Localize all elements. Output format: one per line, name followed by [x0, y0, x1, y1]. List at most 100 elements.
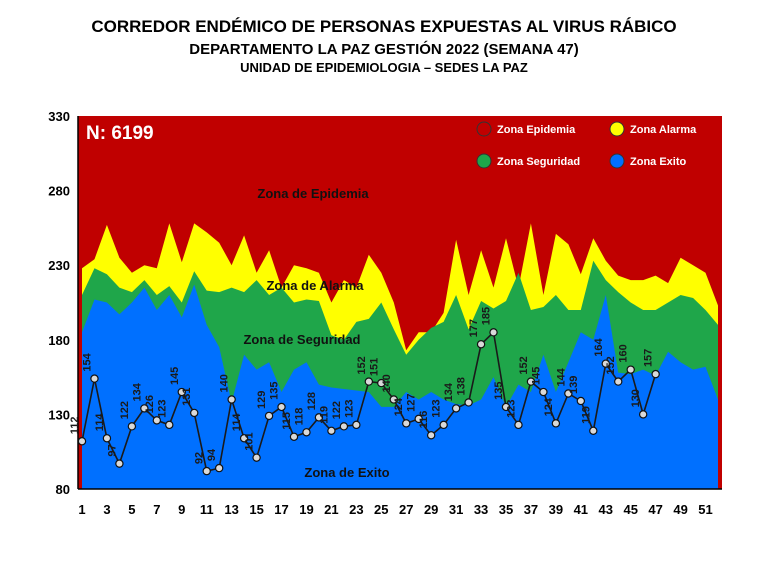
data-label: 140 [219, 374, 231, 392]
data-label: 154 [81, 352, 93, 371]
legend-item: Zona Seguridad [476, 153, 580, 169]
y-tick-label: 280 [48, 184, 70, 199]
data-label: 118 [294, 408, 306, 426]
legend-label: Zona Epidemia [497, 124, 576, 136]
zona-exito-label: Zona de Exito [304, 465, 389, 480]
observed-point [302, 428, 311, 437]
data-label: 164 [593, 337, 605, 356]
data-label: 94 [206, 448, 218, 461]
data-label: 177 [468, 319, 480, 337]
chart-title: CORREDOR ENDÉMICO DE PERSONAS EXPUESTAS … [91, 17, 676, 36]
observed-point [402, 419, 411, 428]
legend-item: Zona Exito [609, 153, 687, 169]
data-label: 152 [518, 356, 530, 374]
observed-point [264, 411, 274, 421]
legend-item: Zona Epidemia [476, 121, 576, 137]
x-tick-label: 23 [349, 502, 363, 517]
legend-marker [609, 153, 625, 169]
y-tick-label: 180 [48, 333, 70, 348]
x-tick-label: 51 [698, 502, 712, 517]
data-label: 116 [418, 411, 430, 429]
data-label: 152 [605, 356, 617, 374]
x-tick-label: 43 [599, 502, 613, 517]
observed-point [539, 387, 548, 397]
observed-point [501, 402, 511, 412]
x-tick-label: 5 [128, 502, 135, 517]
legend-marker [609, 121, 625, 137]
observed-point [426, 431, 436, 440]
observed-point [439, 420, 448, 430]
x-tick-label: 3 [103, 502, 110, 517]
legend-marker [476, 121, 492, 137]
x-tick-label: 33 [474, 502, 488, 517]
observed-point [190, 408, 199, 418]
observed-point [177, 387, 186, 397]
x-tick-label: 27 [399, 502, 413, 517]
observed-point [651, 369, 660, 379]
observed-point [140, 404, 149, 413]
chart-subtitle: DEPARTAMENTO LA PAZ GESTIÓN 2022 (SEMANA… [189, 40, 579, 58]
x-tick-label: 49 [673, 502, 687, 517]
data-label: 119 [580, 406, 592, 424]
data-label: 92 [194, 452, 206, 464]
data-label: 139 [568, 376, 580, 394]
data-label: 114 [94, 413, 106, 432]
data-label: 134 [131, 382, 143, 401]
observed-point [451, 404, 461, 413]
data-label: 123 [506, 399, 518, 417]
x-tick-label: 45 [623, 502, 637, 517]
data-label: 157 [643, 349, 655, 367]
legend-marker [476, 153, 492, 169]
observed-point [152, 416, 162, 425]
x-tick-label: 25 [374, 502, 388, 517]
observed-point [377, 378, 386, 388]
n-total-label: N: 6199 [86, 123, 154, 144]
data-label: 115 [281, 412, 293, 430]
x-tick-label: 7 [153, 502, 160, 517]
data-label: 140 [381, 374, 393, 392]
data-label: 128 [306, 392, 318, 410]
observed-point [289, 432, 299, 441]
zona-seguridad-label: Zona de Seguridad [243, 332, 360, 347]
data-label: 134 [443, 382, 455, 401]
zone-labels: Zona de Epidemia Zona de Alarma Zona de … [243, 186, 389, 480]
zona-alarma-label: Zona de Alarma [266, 278, 364, 293]
observed-point [202, 466, 211, 476]
x-tick-label: 17 [274, 502, 288, 517]
observed-point [90, 374, 99, 383]
data-label: 152 [356, 356, 368, 374]
data-label: 124 [393, 397, 405, 416]
data-label: 123 [343, 399, 355, 417]
x-tick-label: 19 [299, 502, 313, 517]
x-tick-label: 13 [224, 502, 238, 517]
x-tick-label: 31 [449, 502, 463, 517]
data-label: 127 [406, 394, 418, 412]
x-tick-label: 1 [78, 502, 85, 517]
x-tick-label: 21 [324, 502, 338, 517]
data-label: 129 [256, 391, 268, 409]
observed-point [464, 398, 473, 407]
observed-point [389, 395, 398, 404]
observed-point [551, 419, 561, 428]
data-label: 135 [269, 382, 281, 400]
observed-point [364, 377, 374, 386]
data-label: 131 [181, 388, 193, 406]
data-label: 122 [331, 401, 343, 419]
y-tick-label: 230 [48, 258, 70, 273]
legend-item: Zona Alarma [609, 121, 697, 137]
legend-label: Zona Seguridad [497, 156, 580, 168]
data-label: 122 [119, 401, 131, 419]
data-label: 130 [630, 389, 642, 407]
x-tick-label: 35 [499, 502, 513, 517]
observed-point [576, 396, 586, 406]
observed-point [514, 420, 523, 430]
chart-subtitle-2: UNIDAD DE EPIDEMIOLOGIA – SEDES LA PAZ [240, 60, 528, 75]
observed-point [489, 328, 498, 337]
observed-point [227, 395, 236, 404]
observed-point [626, 365, 635, 374]
x-tick-label: 11 [200, 502, 214, 517]
zona-epidemia-label: Zona de Epidemia [257, 186, 369, 201]
